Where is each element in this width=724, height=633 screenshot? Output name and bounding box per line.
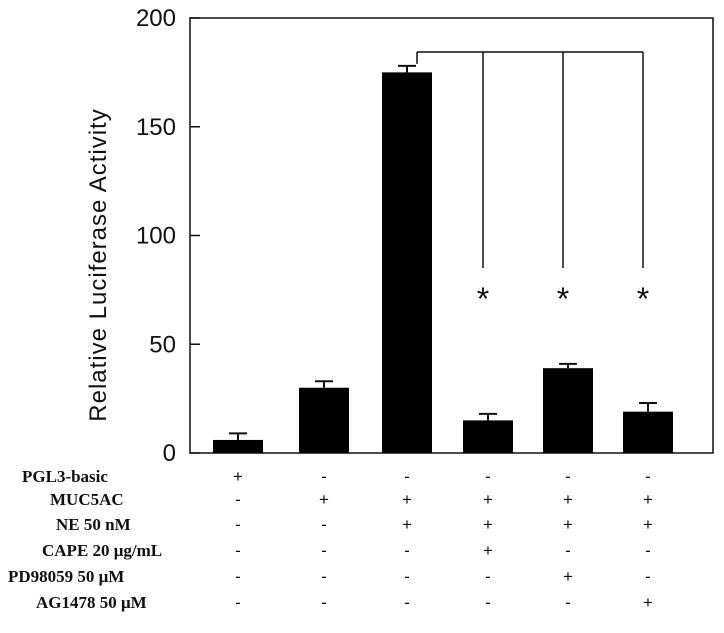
condition-cell: - bbox=[321, 515, 327, 534]
significance-brackets: * * * bbox=[416, 51, 649, 317]
significance-star: * bbox=[557, 281, 569, 317]
condition-cell: - bbox=[235, 567, 241, 586]
condition-cell: + bbox=[643, 515, 653, 534]
condition-label: NE 50 nM bbox=[56, 515, 131, 534]
condition-table: PGL3-basic + - - - - - MUC5AC - + + + + + NE 50 nM - - + +… bbox=[8, 467, 653, 612]
bar bbox=[463, 420, 513, 453]
condition-cell: - bbox=[565, 593, 571, 612]
y-tick-label: 150 bbox=[136, 114, 176, 141]
bar bbox=[543, 368, 593, 453]
condition-cell: + bbox=[563, 490, 573, 509]
condition-cell: - bbox=[235, 490, 241, 509]
bars bbox=[213, 72, 673, 453]
condition-cell: - bbox=[321, 467, 327, 486]
condition-cell: - bbox=[485, 593, 491, 612]
condition-cell: + bbox=[233, 467, 243, 486]
condition-label: CAPE 20 μg/mL bbox=[42, 541, 162, 560]
bar bbox=[623, 411, 673, 453]
condition-label: AG1478 50 μM bbox=[36, 593, 147, 612]
condition-cell: - bbox=[565, 541, 571, 560]
condition-cell: - bbox=[404, 541, 410, 560]
significance-star: * bbox=[637, 281, 649, 317]
condition-cell: - bbox=[321, 593, 327, 612]
significance-star: * bbox=[477, 281, 489, 317]
condition-cell: - bbox=[235, 541, 241, 560]
condition-cell: - bbox=[404, 593, 410, 612]
y-tick-label: 0 bbox=[163, 440, 176, 467]
condition-cell: + bbox=[402, 515, 412, 534]
condition-cell: - bbox=[645, 567, 651, 586]
error-bars bbox=[229, 64, 657, 440]
condition-cell: - bbox=[645, 467, 651, 486]
condition-cell: - bbox=[235, 515, 241, 534]
condition-cell: - bbox=[485, 567, 491, 586]
condition-cell: + bbox=[483, 541, 493, 560]
condition-cell: + bbox=[643, 593, 653, 612]
bar bbox=[382, 72, 432, 453]
condition-cell: + bbox=[319, 490, 329, 509]
condition-cell: + bbox=[563, 515, 573, 534]
condition-label: MUC5AC bbox=[50, 490, 124, 509]
condition-cell: + bbox=[402, 490, 412, 509]
y-tick-label: 100 bbox=[136, 223, 176, 250]
y-tick-label: 200 bbox=[136, 5, 176, 32]
condition-cell: + bbox=[643, 490, 653, 509]
condition-cell: - bbox=[485, 467, 491, 486]
y-tick-label: 50 bbox=[149, 331, 176, 358]
condition-cell: - bbox=[404, 567, 410, 586]
condition-cell: - bbox=[565, 467, 571, 486]
condition-cell: - bbox=[321, 567, 327, 586]
condition-label: PD98059 50 μM bbox=[8, 567, 124, 586]
bar bbox=[299, 387, 349, 453]
bar bbox=[213, 439, 263, 453]
condition-cell: + bbox=[483, 515, 493, 534]
condition-cell: - bbox=[645, 541, 651, 560]
condition-cell: - bbox=[404, 467, 410, 486]
condition-cell: - bbox=[235, 593, 241, 612]
plot-frame bbox=[189, 17, 714, 454]
y-axis-ticks: 0 50 100 150 200 bbox=[136, 5, 200, 467]
condition-cell: + bbox=[483, 490, 493, 509]
condition-label: PGL3-basic bbox=[22, 467, 108, 486]
plot-border bbox=[189, 17, 714, 454]
y-axis-label: Relative Luciferase Activity bbox=[85, 108, 112, 421]
condition-cell: - bbox=[321, 541, 327, 560]
condition-cell: + bbox=[563, 567, 573, 586]
